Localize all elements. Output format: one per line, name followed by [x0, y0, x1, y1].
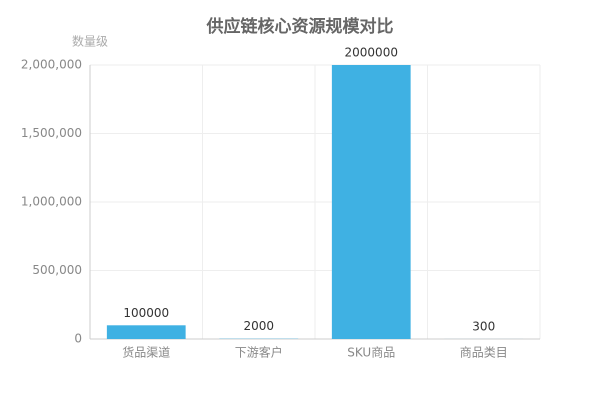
value-label: 2000: [243, 319, 274, 333]
x-tick-label: 下游客户: [235, 345, 283, 360]
y-tick-label: 500,000: [32, 263, 82, 277]
y-tick-label: 0: [74, 332, 82, 346]
value-label: 2000000: [345, 46, 398, 60]
chart-title: 供应链核心资源规模对比: [206, 16, 394, 37]
y-tick-label: 1,500,000: [21, 126, 82, 140]
value-label: 300: [472, 319, 495, 333]
y-tick-label: 2,000,000: [21, 58, 82, 72]
y-tick-label: 1,000,000: [21, 195, 82, 209]
x-tick-label: 商品类目: [460, 345, 508, 360]
value-label: 100000: [123, 306, 169, 320]
y-axis-label: 数量级: [72, 34, 108, 49]
x-tick-label: SKU商品: [347, 345, 395, 360]
bar: [106, 325, 186, 339]
bar: [331, 65, 411, 339]
x-tick-label: 货品渠道: [122, 345, 170, 360]
